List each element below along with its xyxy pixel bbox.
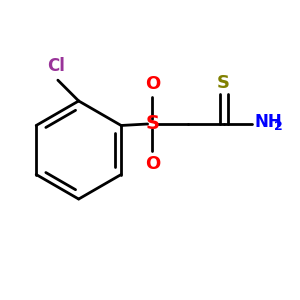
Text: S: S bbox=[217, 74, 230, 92]
Text: Cl: Cl bbox=[47, 57, 65, 75]
Text: O: O bbox=[145, 155, 160, 173]
Text: NH: NH bbox=[255, 112, 283, 130]
Text: 2: 2 bbox=[274, 120, 282, 133]
Text: S: S bbox=[145, 115, 159, 134]
Text: O: O bbox=[145, 75, 160, 93]
